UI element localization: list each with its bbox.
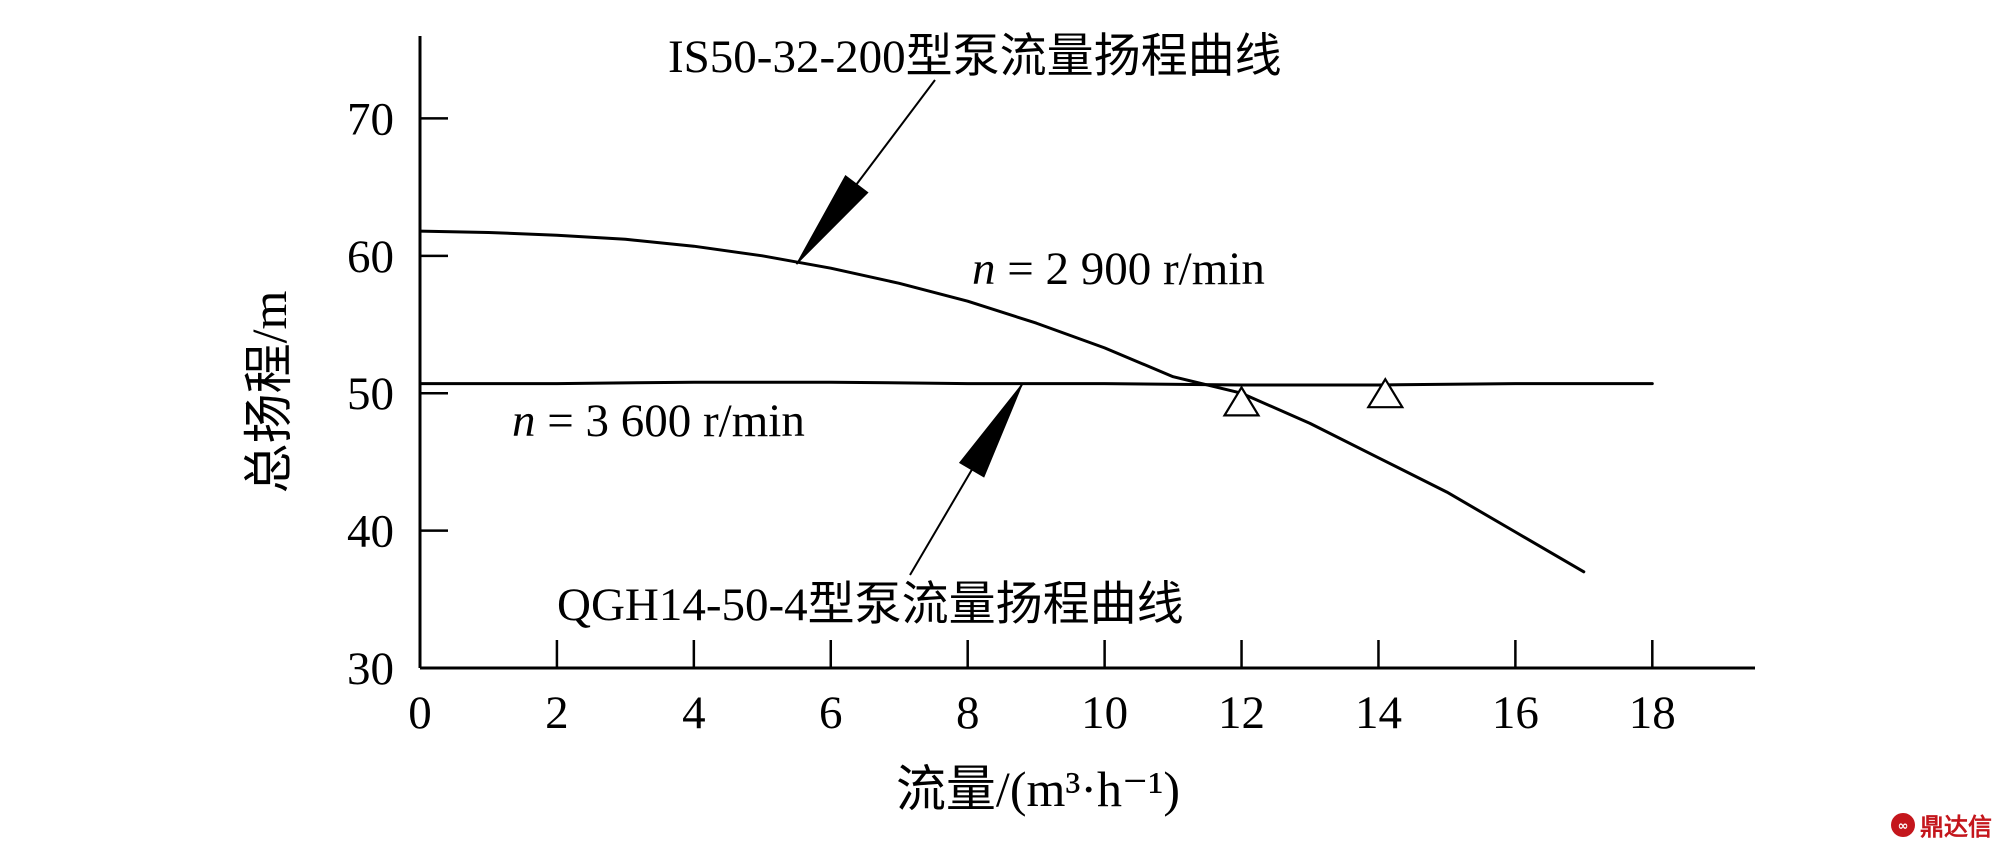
annotation-n-2900: n = 2 900 r/min	[972, 243, 1265, 295]
x-tick-label-2: 2	[545, 687, 569, 739]
curves	[418, 229, 1654, 574]
triangle-marker-1	[1222, 385, 1261, 417]
y-tick-label-30: 30	[347, 643, 394, 695]
x-tick-label-6: 6	[819, 687, 843, 739]
x-tick-label-10: 10	[1081, 687, 1128, 739]
arrows	[795, 79, 1024, 576]
x-tick-label-8: 8	[956, 687, 980, 739]
speed-value-2900: = 2 900 r/min	[1007, 243, 1265, 295]
y-axis-title: 总扬程/m	[241, 291, 297, 494]
ticks: 0 2 4 6 8 10 12 14 16 18 30 40 50 60 70	[347, 93, 1676, 739]
y-tick-label-60: 60	[347, 231, 394, 283]
speed-symbol-n-2900: n	[972, 243, 996, 295]
x-tick-label-14: 14	[1355, 687, 1402, 739]
watermark-text: 鼎达信	[1920, 813, 1992, 841]
x-tick-label-12: 12	[1218, 687, 1265, 739]
triangle-marker-2	[1366, 377, 1405, 409]
watermark-logo-icon: ∞	[1891, 812, 1915, 837]
annotation-qgh14-curve-name: QGH14-50-4型泵流量扬程曲线	[557, 579, 1184, 631]
speed-value-3600: = 3 600 r/min	[547, 395, 805, 447]
is50-annotation-arrowhead	[796, 174, 869, 265]
qgh14-50-4-curve	[418, 380, 1654, 387]
annotation-is50-curve-name: IS50-32-200型泵流量扬程曲线	[668, 31, 1282, 83]
x-tick-label-16: 16	[1492, 687, 1539, 739]
x-tick-label-18: 18	[1629, 687, 1676, 739]
y-tick-label-50: 50	[347, 368, 394, 420]
y-tick-label-70: 70	[347, 93, 394, 145]
speed-symbol-n-3600: n	[512, 395, 536, 447]
x-tick-label-0: 0	[408, 687, 432, 739]
svg-text:∞: ∞	[1898, 819, 1909, 834]
markers	[1222, 377, 1405, 417]
axes	[418, 36, 1755, 670]
annotation-n-3600: n = 3 600 r/min	[512, 395, 805, 447]
y-tick-label-40: 40	[347, 506, 394, 558]
x-axis-title: 流量/(m³·h⁻¹)	[896, 761, 1180, 817]
x-tick-label-4: 4	[682, 687, 706, 739]
watermark: ∞ 鼎达信	[1890, 807, 1992, 842]
qgh14-annotation-arrowhead	[958, 383, 1023, 478]
is50-32-200-curve	[418, 229, 1586, 574]
